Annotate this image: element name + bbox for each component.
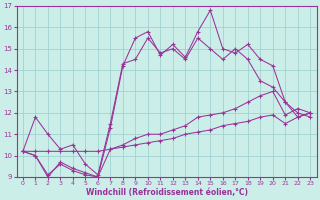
X-axis label: Windchill (Refroidissement éolien,°C): Windchill (Refroidissement éolien,°C) (85, 188, 248, 197)
